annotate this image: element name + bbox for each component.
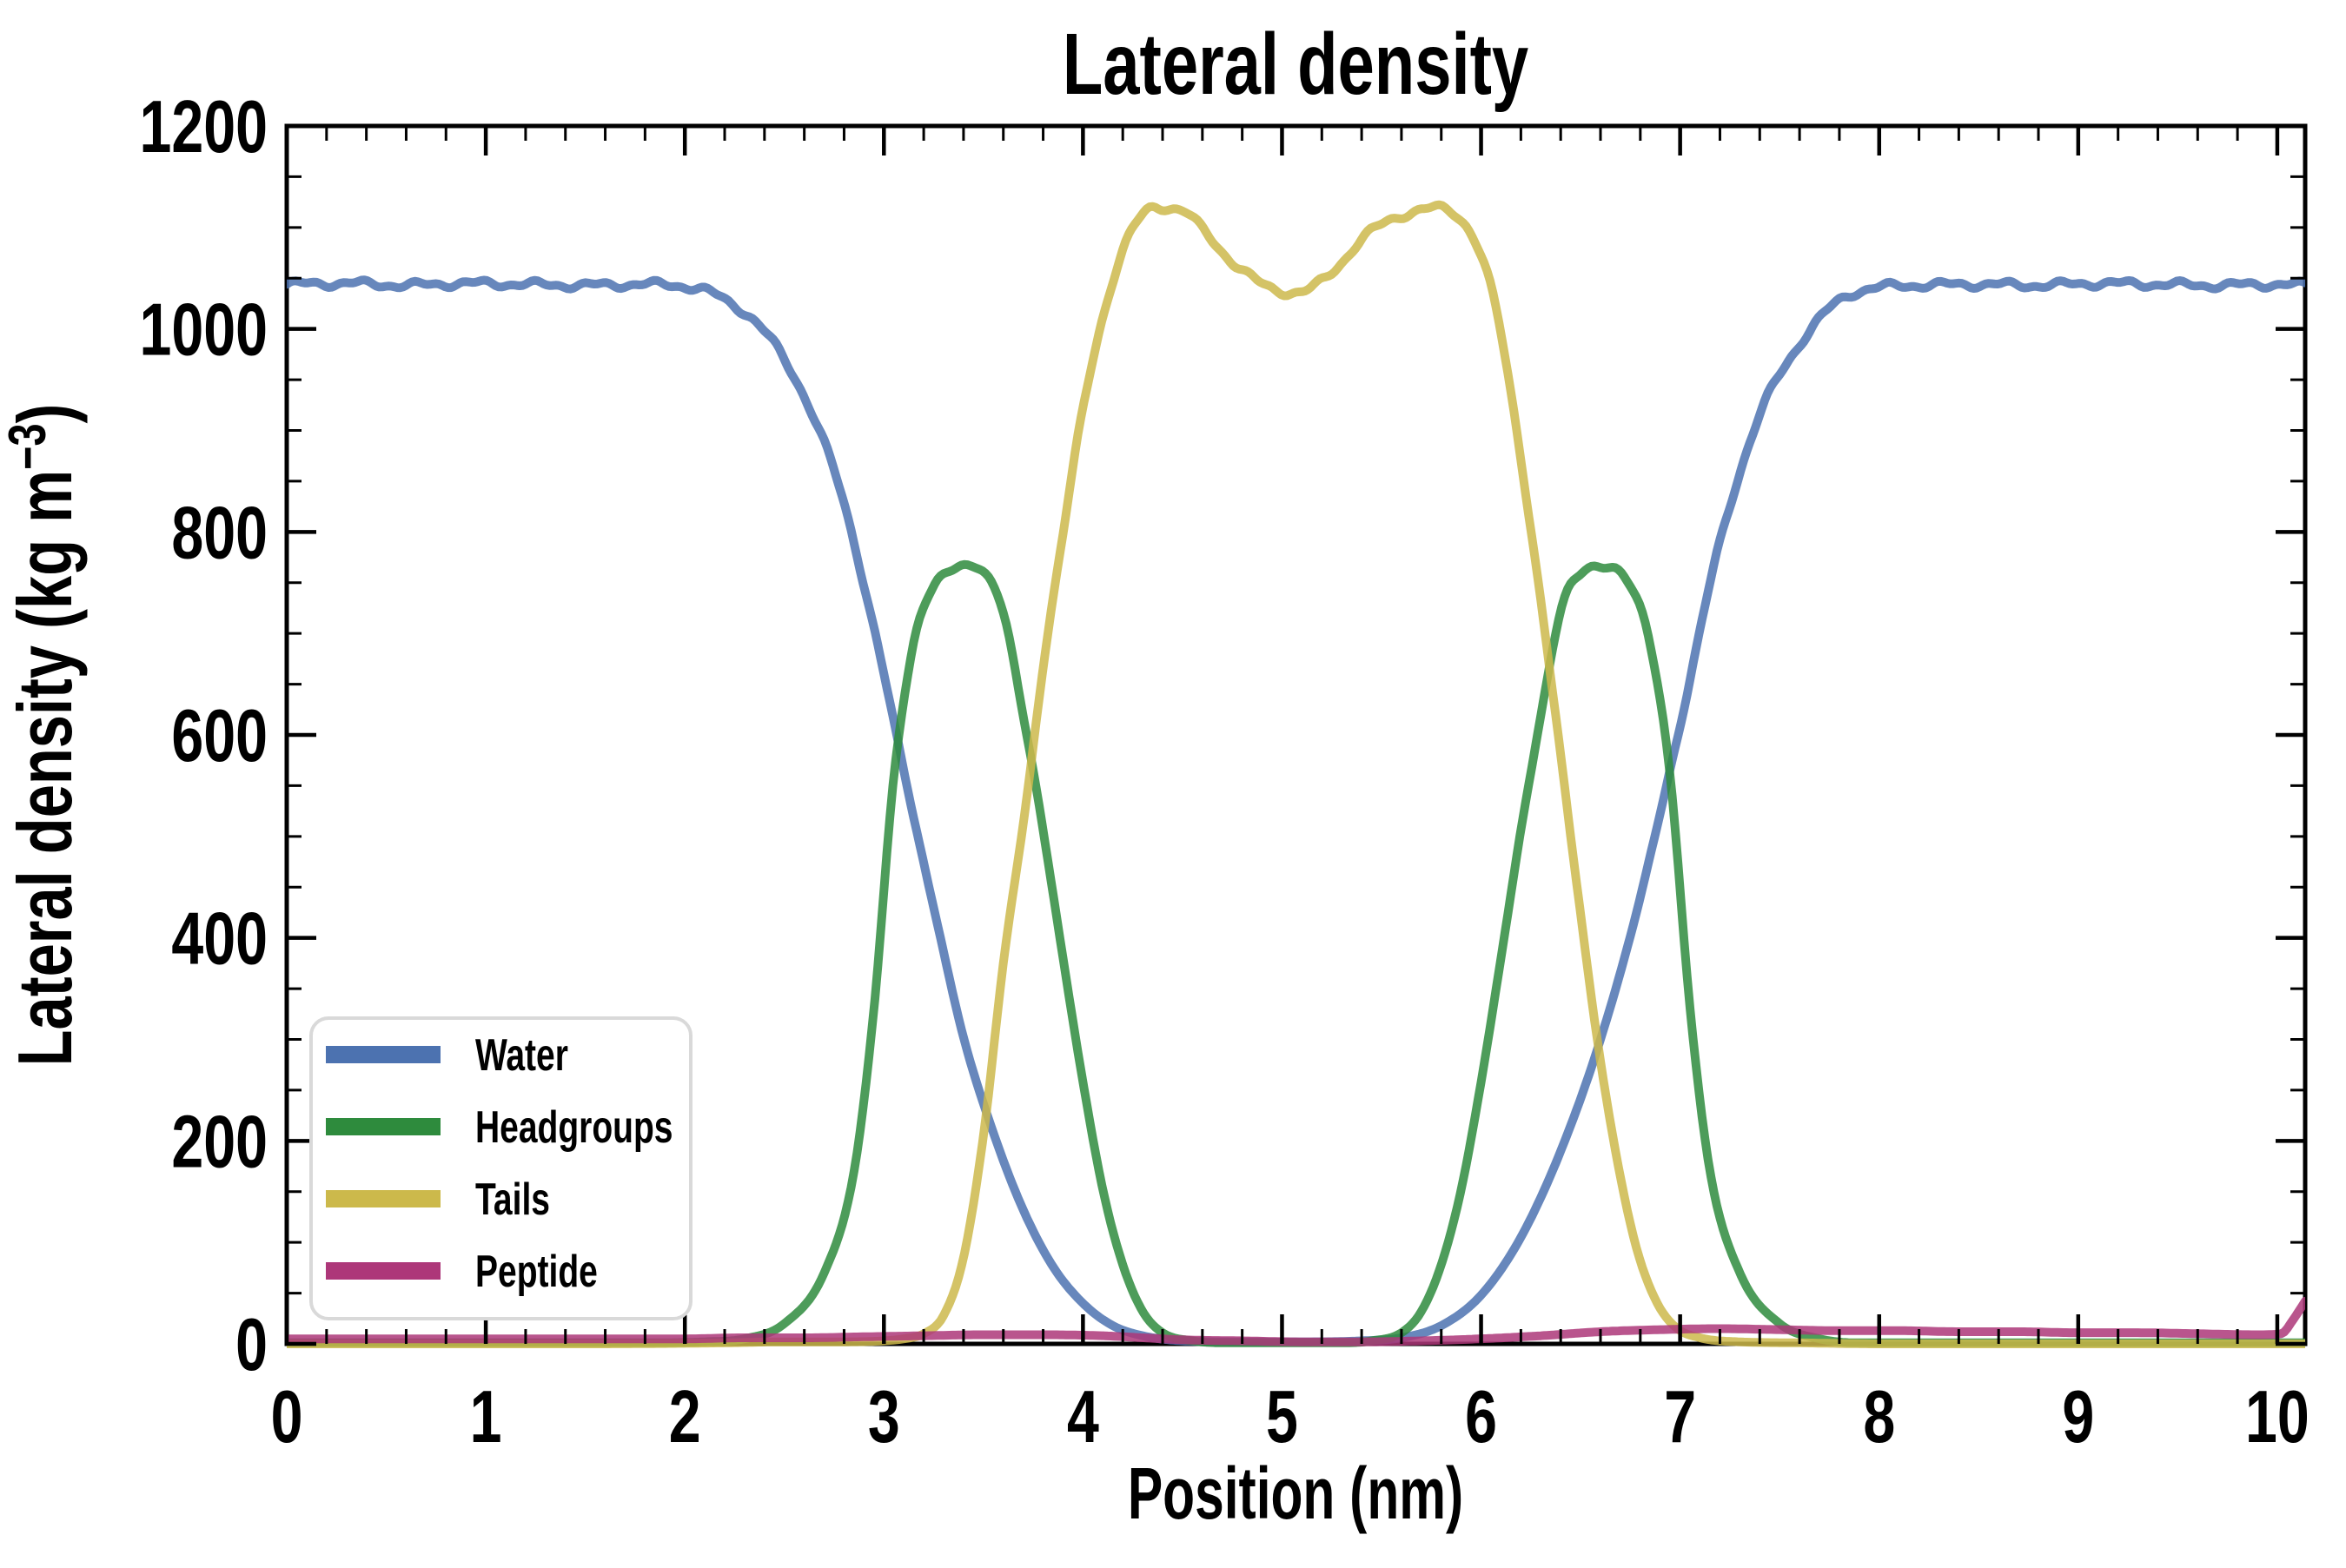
x-tick-label: 7	[1664, 1376, 1696, 1459]
legend-label-tails: Tails	[475, 1173, 550, 1224]
legend-item-peptide: Peptide	[326, 1245, 598, 1296]
legend-label-water: Water	[475, 1029, 568, 1080]
legend-swatch-headgroups	[326, 1118, 441, 1135]
legend-swatch-peptide	[326, 1262, 441, 1280]
legend-swatch-tails	[326, 1190, 441, 1207]
legend-item-headgroups: Headgroups	[326, 1101, 673, 1152]
y-tick-label: 400	[171, 898, 268, 981]
y-tick-label: 600	[171, 695, 268, 777]
x-tick-label: 2	[669, 1376, 701, 1459]
y-tick-label: 1000	[140, 289, 268, 372]
y-tick-label: 200	[171, 1102, 268, 1184]
x-tick-label: 9	[2062, 1376, 2094, 1459]
legend-label-peptide: Peptide	[475, 1245, 598, 1296]
legend-box	[309, 1016, 693, 1320]
y-tick-label: 800	[171, 493, 268, 575]
tails-curve	[287, 200, 2305, 1348]
tick-labels: 0 1 2 3 4 5 6 7 8 9 10 0 200 400 600 800 1000 1200	[140, 86, 2310, 1459]
legend-item-tails: Tails	[326, 1173, 550, 1224]
y-axis-label: Lateral density (kg m−3)	[0, 404, 88, 1067]
x-tick-label: 4	[1067, 1376, 1099, 1459]
x-tick-label: 3	[868, 1376, 900, 1459]
x-axis-label: Position (nm)	[1128, 1452, 1463, 1534]
y-tick-label: 1200	[140, 86, 268, 169]
legend-label-headgroups: Headgroups	[475, 1101, 673, 1152]
peptide-curve	[287, 1296, 2305, 1346]
x-tick-label: 10	[2245, 1376, 2310, 1459]
legend: Water Headgroups Tails Peptide	[309, 1016, 693, 1320]
y-tick-label: 0	[235, 1304, 268, 1386]
legend-item-water: Water	[326, 1029, 568, 1080]
x-tick-label: 0	[271, 1376, 303, 1459]
chart-title: Lateral density	[1063, 16, 1528, 112]
x-tick-label: 6	[1465, 1376, 1497, 1459]
legend-swatch-water	[326, 1046, 441, 1063]
x-tick-label: 1	[470, 1376, 502, 1459]
x-tick-label: 5	[1266, 1376, 1298, 1459]
x-tick-label: 8	[1863, 1376, 1895, 1459]
curves-layer	[287, 200, 2305, 1348]
